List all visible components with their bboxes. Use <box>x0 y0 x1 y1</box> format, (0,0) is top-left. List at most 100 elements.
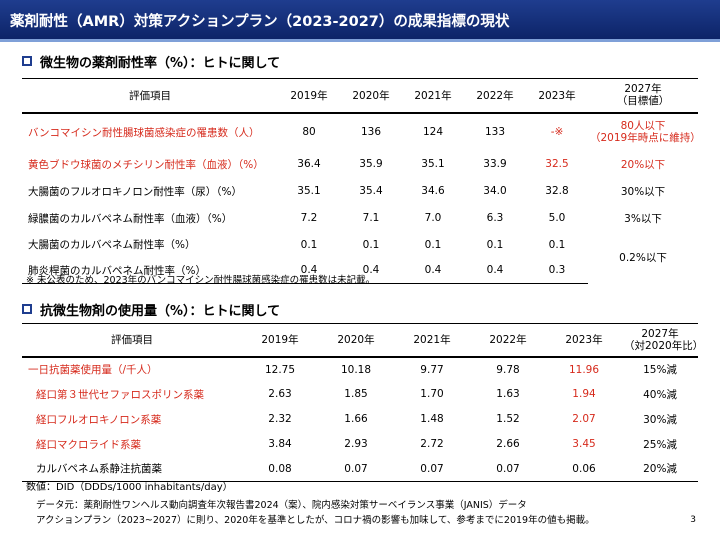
resistance-table: 評価項目 2019年 2020年 2021年 2022年 2023年 2027年… <box>22 78 701 284</box>
cell-target: 40%減 <box>643 388 677 401</box>
cell-2019: 7.2 <box>300 212 318 224</box>
cell-2021: 1.70 <box>420 388 444 400</box>
row-item: カルバペネム系静注抗菌薬 <box>22 456 242 482</box>
cell-2019: 12.75 <box>264 363 296 376</box>
row-item: 大腸菌のカルバペネム耐性率（%） <box>28 239 196 251</box>
header-2022: 2022年 <box>464 78 526 114</box>
cell-2020: 1.85 <box>344 388 368 400</box>
cell-2023: 3.45 <box>572 438 596 450</box>
header-2023: 2023年 <box>546 323 622 358</box>
cell-target: 80人以下 （2019年時点に維持） <box>588 113 701 151</box>
row-item: 経口フルオロキノロン系薬 <box>36 413 162 426</box>
cell-2022: 33.9 <box>483 158 507 170</box>
header-2019: 2019年 <box>278 78 340 114</box>
header-target-year: 2027年 <box>624 83 662 96</box>
cell-2022: 1.63 <box>496 388 520 400</box>
table-row: 経口フルオロキノロン系薬 2.32 1.66 1.48 1.52 2.07 30… <box>22 407 698 432</box>
cell-2020: 1.66 <box>344 413 368 425</box>
cell-target: 3%以下 <box>624 212 662 225</box>
cell-2023: 11.96 <box>568 363 600 376</box>
table-row: 黄色ブドウ球菌のメチシリン耐性率（血液）（%） 36.4 35.9 35.1 3… <box>22 151 698 178</box>
cell-2023: 1.94 <box>572 388 596 400</box>
header-2021: 2021年 <box>402 78 464 114</box>
table-row: 緑膿菌のカルバペネム耐性率（血液）（%） 7.2 7.1 7.0 6.3 5.0… <box>22 205 698 232</box>
source-line-1: データ元：薬剤耐性ワンヘルス動向調査年次報告書2024（案）、院内感染対策サーベ… <box>36 500 527 511</box>
page-title: 薬剤耐性（AMR）対策アクションプラン（2023-2027）の成果指標の現状 <box>10 14 510 30</box>
cell-target: 30%減 <box>643 413 677 426</box>
table-row: 大腸菌のフルオロキノロン耐性率（尿）（%） 35.1 35.4 34.6 34.… <box>22 178 698 205</box>
cell-2021: 1.48 <box>420 413 444 425</box>
table-row: 経口マクロライド系薬 3.84 2.93 2.72 2.66 3.45 25%減 <box>22 432 698 457</box>
cell-2020: 10.18 <box>340 363 372 376</box>
cell-2021: 0.07 <box>394 456 470 482</box>
cell-2022: 2.66 <box>496 438 520 450</box>
cell-2023: 0.06 <box>546 456 622 482</box>
cell-target: 30%以下 <box>620 185 666 198</box>
cell-2019: 35.1 <box>297 185 321 197</box>
cell-2021: 124 <box>422 126 444 138</box>
cell-2022: 133 <box>484 126 506 138</box>
cell-2023: 32.5 <box>545 158 569 170</box>
row-item: バンコマイシン耐性腸球菌感染症の罹患数（人） <box>28 126 260 139</box>
cell-2021: 34.6 <box>421 185 445 197</box>
header-2020: 2020年 <box>340 78 402 114</box>
cell-target: 20%減 <box>622 456 698 482</box>
header-target-sub: （対2020年比） <box>624 339 704 352</box>
cell-2021: 2.72 <box>420 438 444 450</box>
cell-2020: 0.07 <box>318 456 394 482</box>
cell-2020: 136 <box>360 126 382 138</box>
square-bullet-icon <box>22 56 32 66</box>
cell-2019: 2.63 <box>268 388 292 400</box>
cell-2022: 0.07 <box>470 456 546 482</box>
row-item: 黄色ブドウ球菌のメチシリン耐性率（血液）（%） <box>28 158 264 171</box>
cell-2020: 0.4 <box>340 257 402 284</box>
row-item: 経口マクロライド系薬 <box>36 438 141 451</box>
cell-2020: 0.1 <box>362 238 380 251</box>
cell-2023: -※ <box>550 126 564 138</box>
title-bar: 薬剤耐性（AMR）対策アクションプラン（2023-2027）の成果指標の現状 <box>0 0 720 42</box>
target-value: 80人以下 <box>620 120 666 132</box>
cell-2021: 0.4 <box>402 257 464 284</box>
cell-2022: 34.0 <box>483 185 507 197</box>
cell-target: 25%減 <box>643 438 677 451</box>
cell-target: 20%以下 <box>620 158 666 171</box>
section2-heading: 抗微生物剤の使用量（%）：ヒトに関して <box>22 300 281 319</box>
cell-2019: 3.84 <box>268 438 292 450</box>
header-2023: 2023年 <box>526 78 588 114</box>
page-number: 3 <box>690 515 696 525</box>
cell-2019: 0.4 <box>278 257 340 284</box>
cell-target: 15%減 <box>643 364 677 376</box>
cell-2023: 2.07 <box>572 413 596 425</box>
table-header-row: 評価項目 2019年 2020年 2021年 2022年 2023年 2027年… <box>22 323 703 358</box>
cell-2022: 0.4 <box>464 257 526 284</box>
cell-2023: 32.8 <box>545 185 569 197</box>
section1-footnote: ※ 未公表のため、2023年のバンコマイシン耐性腸球菌感染症の罹患数は未記載。 <box>26 275 376 286</box>
target-note: （2019年時点に維持） <box>590 132 701 144</box>
table-row: 肺炎桿菌のカルバペネム耐性率（%） 0.4 0.4 0.4 0.4 0.3 <box>22 257 698 284</box>
row-item: 経口第３世代セファロスポリン系薬 <box>36 388 204 401</box>
header-item: 評価項目 <box>22 78 278 114</box>
section2-heading-text: 抗微生物剤の使用量（%）：ヒトに関して <box>40 303 281 319</box>
usage-table: 評価項目 2019年 2020年 2021年 2022年 2023年 2027年… <box>22 323 703 482</box>
header-2021: 2021年 <box>394 323 470 358</box>
cell-2023: 5.0 <box>548 212 566 224</box>
cell-2019: 0.1 <box>300 238 318 251</box>
cell-2022: 9.78 <box>496 363 520 376</box>
table-row: 大腸菌のカルバペネム耐性率（%） 0.1 0.1 0.1 0.1 0.1 0.2… <box>22 232 698 265</box>
table-row: 一日抗菌薬使用量（/千人） 12.75 10.18 9.77 9.78 11.9… <box>22 357 698 382</box>
row-item: 一日抗菌薬使用量（/千人） <box>28 364 158 376</box>
cell-2021: 0.1 <box>424 238 442 251</box>
square-bullet-icon <box>22 304 32 314</box>
cell-2021: 7.0 <box>424 212 442 224</box>
cell-2022: 1.52 <box>496 413 520 425</box>
header-target-year: 2027年 <box>641 327 679 340</box>
row-item: 大腸菌のフルオロキノロン耐性率（尿）（%） <box>28 185 242 198</box>
cell-2019: 36.4 <box>297 158 321 170</box>
table-row: カルバペネム系静注抗菌薬 0.08 0.07 0.07 0.07 0.06 20… <box>22 456 698 482</box>
cell-2023: 0.3 <box>526 257 588 284</box>
row-item: 肺炎桿菌のカルバペネム耐性率（%） <box>22 257 278 284</box>
header-target: 2027年 （対2020年比） <box>622 323 703 358</box>
cell-2020: 35.4 <box>359 185 383 197</box>
header-target-sub: （目標値） <box>616 95 670 108</box>
header-2019: 2019年 <box>242 323 318 358</box>
